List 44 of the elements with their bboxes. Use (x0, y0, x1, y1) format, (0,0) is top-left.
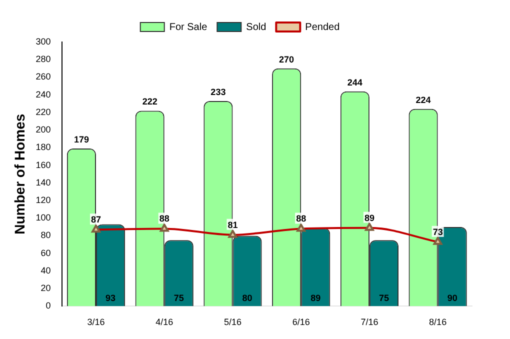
y-tick-label: 220 (36, 106, 51, 117)
y-tick-label: 180 (36, 142, 51, 152)
data-label: 89 (364, 212, 374, 223)
data-label: 88 (159, 214, 170, 224)
y-axis-title: Number of Homes (11, 114, 28, 234)
y-tick-label: 300 (36, 36, 51, 46)
data-label: 270 (279, 54, 294, 64)
y-tick-label: 260 (36, 72, 51, 82)
y-tick-label: 140 (36, 177, 51, 188)
x-tick-label: 5/16 (224, 317, 242, 328)
data-label: 244 (347, 77, 362, 88)
legend-label: Pended (305, 22, 340, 33)
y-tick-label: 60 (40, 248, 51, 258)
data-label: 87 (90, 214, 102, 225)
x-tick-label: 8/16 (429, 317, 447, 328)
y-tick-label: 240 (36, 89, 51, 100)
data-label: 75 (174, 293, 184, 304)
legend-label: Sold (246, 22, 266, 33)
data-label: 75 (378, 293, 389, 304)
y-tick-label: 120 (36, 195, 51, 206)
x-tick-label: 6/16 (292, 317, 310, 328)
data-label: 224 (416, 94, 431, 105)
legend-label: For Sale (169, 22, 208, 33)
data-label: 81 (228, 220, 238, 230)
data-label: 89 (310, 293, 321, 304)
y-tick-label: 0 (46, 300, 51, 311)
y-tick-label: 100 (36, 212, 51, 223)
data-label: 80 (242, 293, 252, 304)
x-tick-label: 4/16 (156, 317, 174, 328)
x-tick-label: 3/16 (87, 317, 105, 328)
data-label: 88 (296, 214, 306, 224)
data-label: 93 (106, 293, 116, 304)
data-label: 90 (447, 293, 458, 304)
y-tick-label: 160 (36, 160, 51, 170)
x-tick-label: 7/16 (360, 317, 378, 328)
data-label: 179 (74, 134, 89, 145)
y-tick-label: 40 (40, 265, 51, 276)
data-label: 222 (142, 96, 158, 107)
y-tick-label: 200 (36, 124, 51, 135)
y-tick-label: 280 (36, 54, 51, 64)
y-tick-label: 80 (40, 230, 51, 240)
data-label: 233 (210, 86, 226, 97)
data-label: 73 (432, 226, 443, 237)
y-tick-label: 20 (40, 283, 51, 294)
